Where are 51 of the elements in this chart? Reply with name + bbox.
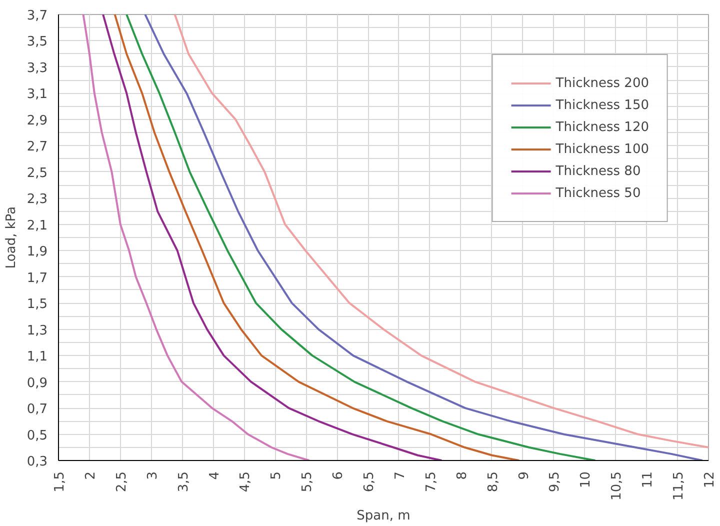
x-tick-label: 10 (578, 471, 594, 488)
x-tick-label: 5,5 (300, 471, 316, 492)
x-axis-title: Span, m (356, 508, 410, 524)
y-tick-label: 3,7 (26, 8, 48, 24)
y-tick-label: 1,5 (26, 297, 48, 312)
x-tick-label: 4 (207, 471, 222, 480)
legend-label: Thickness 120 (556, 120, 649, 134)
x-tick-label: 9 (516, 471, 532, 480)
y-tick-label: 3,5 (26, 34, 48, 50)
x-tick-label: 6 (331, 471, 346, 480)
x-tick-label: 1,5 (52, 471, 68, 492)
line-series (82, 14, 310, 460)
y-tick-label: 0,5 (26, 428, 48, 444)
x-tick-label: 5 (269, 471, 284, 480)
x-tick-label: 7 (392, 471, 408, 480)
x-tick-label: 7,5 (424, 471, 439, 492)
x-tick-label: 3 (145, 471, 160, 480)
x-tick-label: 12 (702, 471, 718, 488)
y-tick-label: 3,1 (26, 87, 48, 102)
line-series (102, 14, 443, 460)
x-tick-label: 6,5 (362, 471, 378, 492)
y-tick-label: 1,3 (26, 323, 48, 338)
y-tick-label: 2,1 (26, 218, 48, 234)
x-tick-label: 10,5 (610, 471, 625, 500)
legend-label: Thickness 80 (556, 164, 641, 178)
y-tick-label: 0,7 (26, 402, 48, 418)
x-tick-label: 11,5 (672, 471, 687, 500)
x-tick-label: 4,5 (238, 471, 254, 492)
y-tick-label: 2,7 (26, 140, 48, 155)
legend-label: Thickness 50 (556, 186, 641, 200)
y-tick-label: 1,9 (26, 244, 48, 260)
legend-label: Thickness 200 (556, 76, 649, 90)
y-tick-label: 2,9 (26, 113, 48, 128)
x-tick-label: 8 (454, 471, 470, 480)
x-tick-label: 8,5 (486, 471, 501, 492)
y-axis-title: Load, kPa (4, 206, 19, 269)
x-tick-label: 9,5 (548, 471, 563, 492)
x-tick-label: 2,5 (114, 471, 130, 492)
x-tick-label: 3,5 (176, 471, 192, 492)
x-tick-label: 2 (83, 471, 98, 480)
line-series (114, 14, 520, 460)
y-tick-label: 2,5 (26, 166, 48, 181)
legend-label: Thickness 100 (556, 142, 649, 156)
y-tick-label: 3,3 (26, 60, 48, 76)
y-tick-label: 0,3 (26, 454, 48, 470)
y-tick-label: 1,1 (26, 350, 48, 365)
x-tick-label: 11 (640, 471, 656, 488)
y-tick-label: 0,9 (26, 376, 48, 391)
y-tick-label: 2,3 (26, 192, 48, 208)
legend-label: Thickness 150 (556, 98, 649, 112)
y-tick-label: 1,7 (26, 270, 48, 286)
